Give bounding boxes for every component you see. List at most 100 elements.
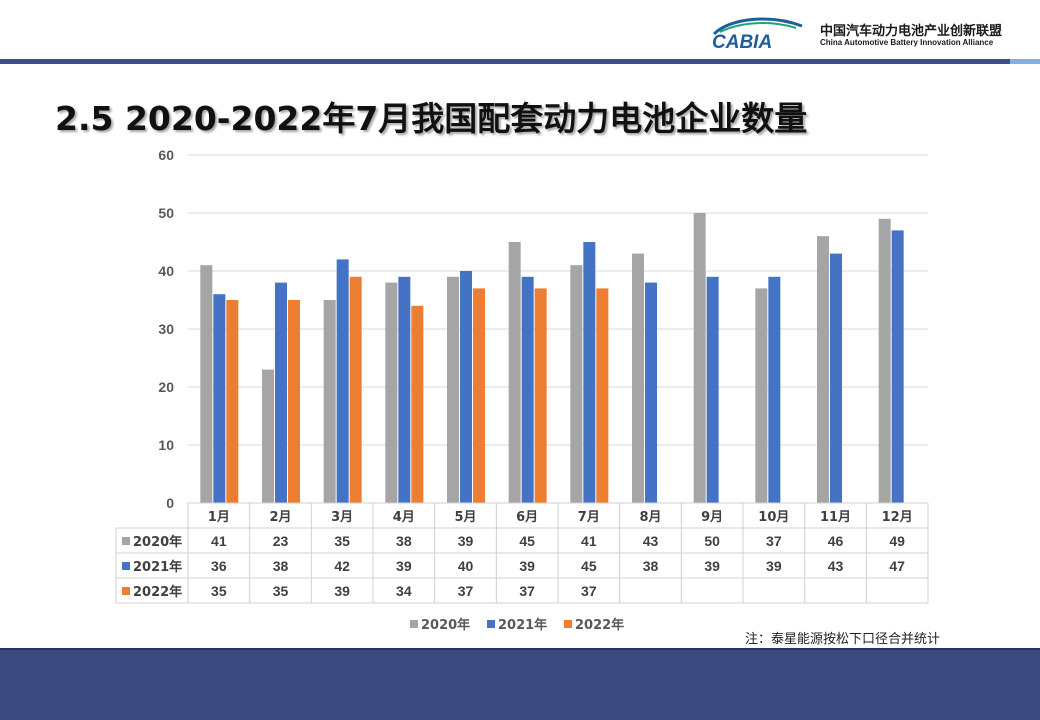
bar-2020年-2月: [262, 369, 274, 503]
logo-wordmark: CABIA: [712, 32, 772, 52]
bar-2020年-3月: [323, 300, 336, 503]
legend-key-2022年: [122, 587, 130, 595]
bar-2021年-4月: [398, 276, 411, 503]
bar-2021年-9月: [706, 276, 719, 503]
y-tick-label: 0: [166, 495, 174, 511]
data-label: 39: [334, 583, 350, 599]
category-label: 1月: [208, 510, 230, 525]
legend-key-2021年: [122, 562, 130, 570]
bar-2020年-1月: [200, 265, 213, 503]
category-label: 8月: [639, 510, 661, 525]
legend-swatch-2020年: [410, 620, 418, 628]
legend-label: 2021年: [498, 617, 547, 633]
data-label: 38: [396, 533, 412, 549]
data-label: 46: [828, 533, 844, 549]
legend-swatch-2022年: [564, 620, 572, 628]
bar-2020年-9月: [693, 213, 706, 503]
data-label: 38: [643, 558, 659, 574]
bar-2022年-2月: [288, 300, 300, 503]
org-name-cn: 中国汽车动力电池产业创新联盟: [820, 24, 1003, 39]
legend-key-2020年: [122, 537, 130, 545]
bar-2022年-7月: [596, 288, 609, 503]
data-label: 47: [889, 558, 905, 574]
org-name-en: China Automotive Battery Innovation Alli…: [820, 38, 994, 47]
header-bar-accent: [1010, 59, 1040, 64]
y-tick-label: 50: [158, 205, 174, 221]
legend-label: 2022年: [575, 617, 624, 633]
data-label: 37: [581, 583, 597, 599]
category-label: 6月: [516, 510, 538, 525]
slide-title: 2.5 2020-2022年7月我国配套动力电池企业数量: [55, 99, 808, 138]
y-tick-label: 10: [158, 437, 174, 453]
bar-2022年-3月: [349, 276, 362, 503]
bar-2021年-6月: [521, 276, 534, 503]
y-tick-label: 40: [158, 263, 174, 279]
series-row-label: 2021年: [133, 559, 182, 575]
data-label: 45: [519, 533, 535, 549]
data-label: 42: [334, 558, 350, 574]
category-label: 4月: [393, 510, 415, 525]
bar-2021年-7月: [583, 242, 596, 503]
bar-2021年-5月: [460, 271, 472, 503]
bar-2020年-6月: [508, 242, 521, 503]
category-label: 12月: [882, 510, 913, 525]
bar-2020年-7月: [570, 265, 583, 503]
data-label: 43: [828, 558, 844, 574]
data-label: 39: [396, 558, 412, 574]
footer-band: [0, 650, 1040, 720]
cabia-logo-mark: CABIA: [712, 17, 803, 52]
bar-2020年-12月: [878, 218, 891, 504]
series-row-label: 2020年: [133, 534, 182, 550]
data-label: 35: [334, 533, 350, 549]
cabia-logo: CABIA 中国汽车动力电池产业创新联盟 China Automotive Ba…: [710, 12, 1030, 52]
bar-2021年-1月: [213, 294, 226, 503]
footnote: 注：泰星能源按松下口径合并统计: [745, 632, 941, 647]
data-label: 39: [704, 558, 720, 574]
category-label: 2月: [269, 510, 291, 525]
bar-chart: 0 10 20 30 40 50 60 1月 2月 3月 4月 5月 6月 7月 8月 9月 10月 11月 12月…: [115, 147, 929, 633]
data-label: 35: [273, 583, 289, 599]
data-label: 49: [889, 533, 905, 549]
data-label: 43: [643, 533, 659, 549]
data-label: 35: [211, 583, 227, 599]
category-label: 5月: [454, 510, 476, 525]
bar-2022年-6月: [534, 288, 547, 503]
bar-2022年-5月: [473, 288, 485, 503]
data-label: 50: [704, 533, 720, 549]
data-label: 23: [273, 533, 289, 549]
y-tick-label: 60: [158, 147, 174, 163]
bar-2020年-10月: [755, 288, 768, 503]
bar-2021年-11月: [830, 253, 842, 503]
bar-2021年-10月: [768, 276, 781, 503]
data-label: 36: [211, 558, 227, 574]
data-label: 37: [458, 583, 474, 599]
bar-2021年-2月: [275, 282, 287, 503]
series-row-label: 2022年: [133, 584, 182, 600]
data-label: 40: [458, 558, 474, 574]
legend-swatch-2021年: [487, 620, 495, 628]
y-tick-label: 20: [158, 379, 174, 395]
bar-2020年-8月: [632, 253, 644, 503]
data-label: 41: [581, 533, 597, 549]
bar-2021年-8月: [645, 282, 657, 503]
category-label: 9月: [701, 510, 723, 525]
data-label: 39: [458, 533, 474, 549]
category-label: 10月: [758, 510, 789, 525]
bar-2020年-11月: [817, 236, 829, 503]
data-label: 39: [766, 558, 782, 574]
data-label: 37: [519, 583, 535, 599]
category-label: 7月: [578, 510, 600, 525]
footer-divider: [0, 648, 1040, 650]
data-label: 38: [273, 558, 289, 574]
data-label: 41: [211, 533, 227, 549]
bar-2020年-5月: [447, 276, 459, 503]
data-label: 37: [766, 533, 782, 549]
category-label: 3月: [331, 510, 353, 525]
category-label: 11月: [820, 510, 851, 525]
legend-label: 2020年: [421, 617, 470, 633]
y-tick-label: 30: [158, 321, 174, 337]
bar-2020年-4月: [385, 282, 398, 503]
bar-2022年-4月: [411, 305, 424, 503]
bar-2021年-12月: [891, 230, 904, 503]
bar-2021年-3月: [336, 259, 349, 503]
